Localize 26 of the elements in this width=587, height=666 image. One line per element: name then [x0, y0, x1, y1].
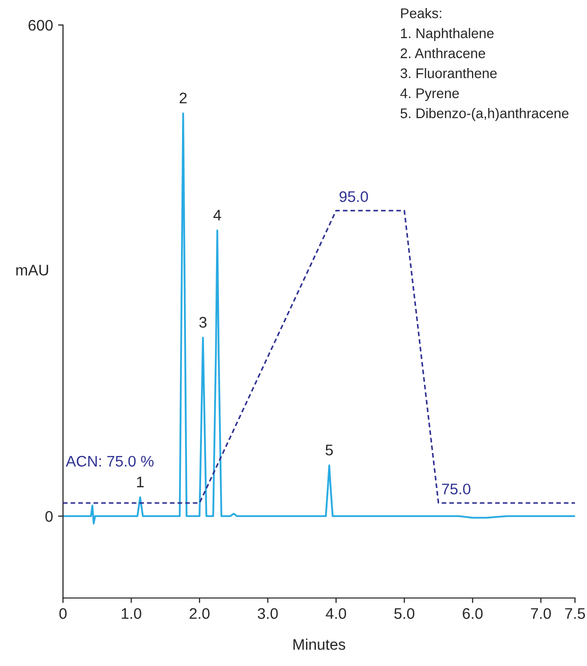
y-tick-label: 600 [28, 20, 53, 31]
annotation: 4 [213, 210, 222, 220]
x-axis-title: Minutes [294, 638, 346, 650]
x-tick-label: 4.0 [326, 608, 346, 619]
annotation: 1. Naphthalene [401, 28, 494, 41]
data-label: 75.0 [442, 484, 470, 494]
annotation: 2. Anthracene [400, 48, 486, 58]
x-tick-label: 3.0 [258, 608, 278, 619]
x-tick-label: 2.0 [190, 608, 210, 619]
x-tick-label: 6.0 [462, 608, 483, 619]
y-axis-title: mAU [16, 264, 48, 276]
text: Peaks: [401, 8, 442, 18]
annotation: 2 [180, 92, 187, 104]
annotation: 1 [137, 476, 144, 488]
x-tick-label: 7.5 [565, 608, 585, 619]
x-tick-label: 7.0 [531, 608, 551, 619]
annotation: 3 [199, 316, 207, 328]
annotation: 4. Pyrene [400, 88, 459, 101]
annotation: 5 [326, 444, 333, 456]
x-tick-label: 1.0 [122, 608, 142, 619]
data-label: ACN: 75.0 % [66, 456, 154, 467]
x-tick-label: 0 [59, 608, 67, 619]
annotation: 3. Fluoranthene [400, 68, 497, 78]
annotation: 5. Dibenzo-(a,h)anthracene [400, 108, 568, 121]
x-tick-label: 5.0 [394, 608, 414, 619]
data-label: 95.0 [340, 191, 368, 202]
